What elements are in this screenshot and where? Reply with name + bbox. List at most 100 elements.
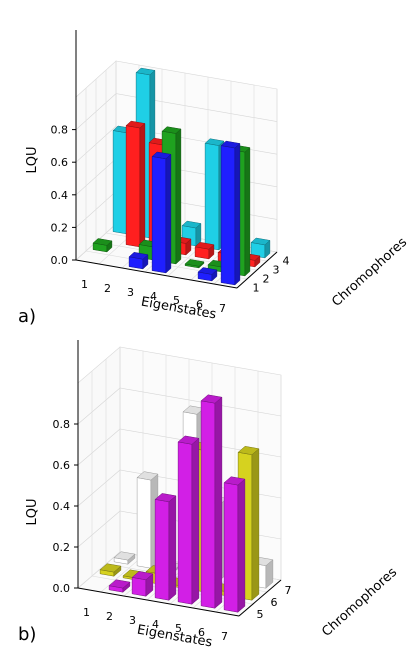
bar-side-face (191, 437, 200, 605)
z-tick-label: 5 (257, 608, 264, 621)
bar (154, 493, 177, 601)
chart-panel-2 (74, 340, 282, 617)
bar (128, 252, 149, 270)
bar-top-face (200, 394, 223, 404)
bar (92, 238, 113, 253)
x-tick-label: 1 (81, 278, 88, 291)
bar-front-face (136, 477, 152, 569)
y-tick-label: 0.0 (53, 582, 71, 595)
bar-side-face (139, 122, 146, 248)
x-tick-label: 5 (175, 622, 182, 635)
bar-front-face (125, 125, 141, 248)
bar-top-face (223, 476, 246, 486)
bar-side-face (244, 147, 251, 277)
bar-top-face (250, 237, 271, 246)
y-tick-label: 0.0 (51, 254, 69, 267)
bar-top-face (108, 579, 131, 589)
bar-top-face (125, 120, 146, 129)
bar (113, 551, 136, 565)
bar (108, 579, 131, 593)
bar-top-face (181, 220, 202, 229)
bar-group (99, 394, 274, 613)
y-axis-label: LQU (25, 147, 40, 174)
bar-top-face (99, 563, 122, 573)
bar (250, 237, 271, 259)
y-tick-label: 0.2 (53, 541, 71, 554)
x-tick-label: 6 (198, 626, 205, 639)
bar-front-face (177, 441, 193, 605)
bar-side-face (165, 153, 172, 274)
bar-top-face (92, 238, 113, 246)
bar-top-face (204, 138, 225, 146)
bar-front-face (154, 499, 170, 601)
z-axis-line (238, 579, 282, 617)
x-tick-label: 1 (83, 606, 90, 619)
bar-top-face (197, 267, 218, 275)
bar (220, 140, 241, 286)
bar-front-face (151, 156, 167, 274)
x-tick-label: 2 (104, 282, 111, 295)
y-tick-label: 0.4 (51, 189, 69, 202)
bar-top-face (131, 571, 154, 581)
bar-top-face (237, 446, 260, 455)
bar-top-face (177, 435, 200, 445)
bar-front-face (223, 482, 239, 613)
panel-label: a) (18, 306, 36, 327)
z-axis-label: Chromophores (319, 565, 400, 640)
bar (197, 267, 218, 282)
bar-group (92, 67, 271, 286)
bar-side-face (234, 142, 241, 286)
gridline (85, 88, 248, 280)
bar-side-face (175, 128, 182, 265)
x-tick-label: 4 (152, 618, 159, 631)
z-tick-label: 1 (253, 282, 260, 295)
bar (99, 563, 122, 577)
bar (194, 242, 215, 260)
bar-side-face (237, 478, 246, 613)
x-tick-label: 4 (150, 290, 157, 303)
bar-front-face (220, 145, 236, 286)
x-axis-line (77, 587, 240, 617)
bar-side-face (168, 495, 177, 601)
bar-side-face (251, 448, 260, 601)
bar-top-face (154, 493, 177, 503)
y-tick-label: 0.6 (53, 459, 71, 472)
x-tick-label: 3 (127, 286, 134, 299)
bar-top-face (220, 140, 241, 149)
bar (200, 394, 223, 609)
x-tick-label: 5 (173, 294, 180, 307)
bar-top-face (113, 551, 136, 561)
z-tick-label: 2 (263, 273, 270, 286)
panel-label: b) (18, 624, 36, 645)
x-tick-label: 2 (106, 610, 113, 623)
bar (223, 476, 246, 613)
bar-front-face (112, 130, 128, 235)
bar-top-face (128, 252, 149, 260)
bar (131, 571, 154, 597)
bar (184, 259, 205, 269)
bar-front-face (200, 400, 216, 609)
y-tick-label: 0.2 (51, 221, 69, 234)
y-tick-label: 0.6 (51, 156, 69, 169)
gridline (91, 371, 254, 605)
x-tick-label: 3 (129, 614, 136, 627)
bar-front-face (204, 142, 220, 251)
bar-side-face (214, 396, 223, 609)
bar-top-face (194, 242, 215, 250)
x-tick-label: 6 (196, 298, 203, 311)
y-tick-label: 0.4 (53, 500, 71, 513)
z-tick-label: 4 (283, 255, 290, 268)
y-axis-label: LQU (25, 499, 40, 526)
bar (151, 151, 172, 274)
bar-front-face (131, 577, 147, 597)
bar (177, 435, 200, 605)
bar (125, 120, 146, 248)
side-wall (77, 346, 121, 589)
z-tick-label: 6 (271, 596, 278, 609)
x-axis-line (75, 259, 238, 289)
bar-top-face (151, 151, 172, 160)
x-tick-label: 7 (221, 630, 228, 643)
bar-top-face (184, 259, 205, 267)
